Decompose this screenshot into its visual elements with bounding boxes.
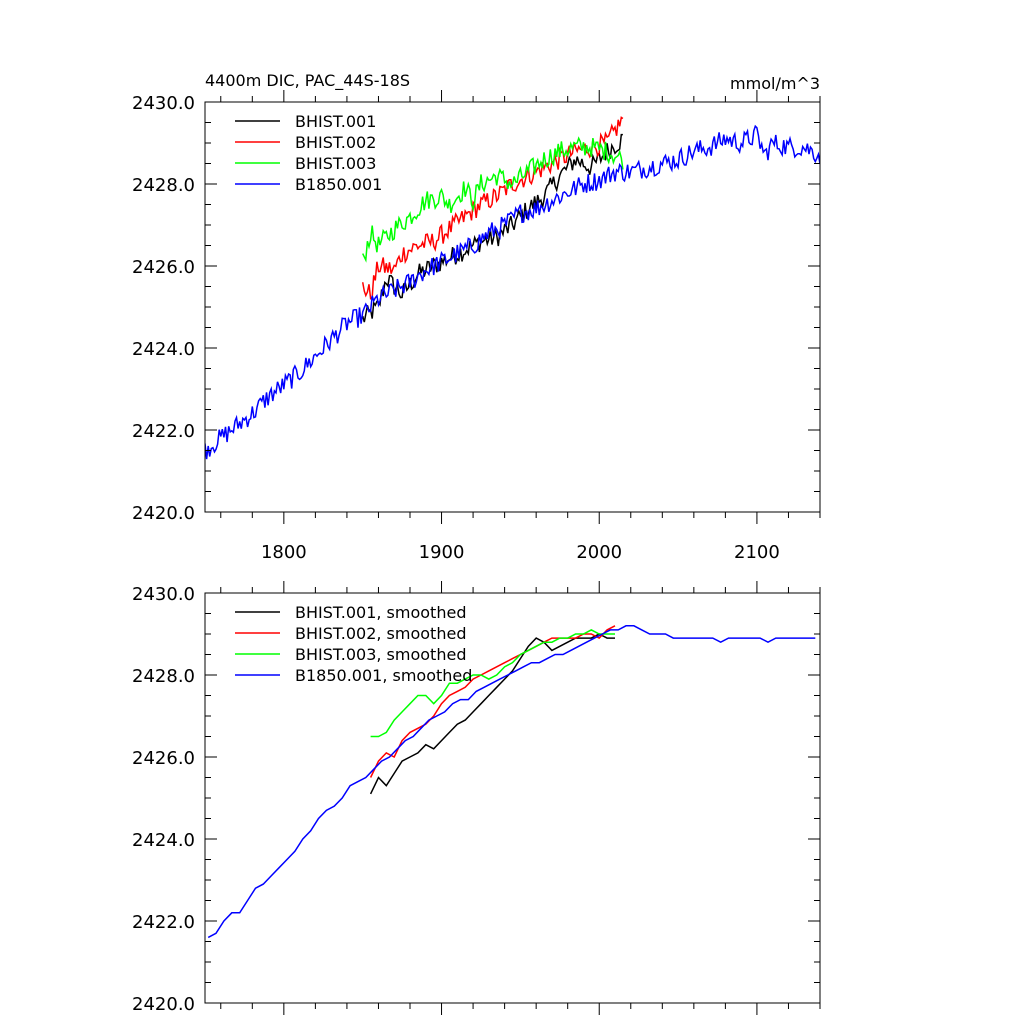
top-panel-series-line-bhist-002 [361, 116, 624, 300]
bottom-panel-ytick-label: 2428.0 [132, 666, 195, 687]
bottom-panel-ytick-label: 2424.0 [132, 830, 195, 851]
top-panel-legend-label-1: BHIST.002 [295, 133, 376, 152]
bottom-panel-series-line-b1850-001-smoothed [207, 625, 816, 939]
top-panel-xtick-label: 1900 [419, 542, 465, 563]
bottom-panel-ytick-label: 2430.0 [132, 584, 195, 605]
top-panel-series-line-b1850-001 [205, 124, 820, 460]
bottom-panel-legend-label-0: BHIST.001, smoothed [295, 603, 466, 622]
bottom-panel-legend-label-3: B1850.001, smoothed [295, 666, 472, 685]
bottom-panel-ytick-label: 2426.0 [132, 748, 195, 769]
top-panel-legend-label-3: B1850.001 [295, 175, 382, 194]
bottom-panel-series-line-bhist-002-smoothed [369, 625, 616, 778]
top-panel-ytick-label: 2428.0 [132, 175, 195, 196]
top-panel-ytick-label: 2426.0 [132, 257, 195, 278]
top-panel-legend-label-0: BHIST.001 [295, 112, 376, 131]
top-panel-ytick-label: 2430.0 [132, 93, 195, 114]
top-panel-title: 4400m DIC, PAC_44S-18S [205, 71, 410, 91]
bottom-panel-legend-label-2: BHIST.003, smoothed [295, 645, 466, 664]
top-panel-legend-label-2: BHIST.003 [295, 154, 376, 173]
top-panel-series-line-bhist-003 [362, 136, 624, 263]
bottom-panel-ytick-label: 2422.0 [132, 912, 195, 933]
bottom-panel-legend-label-1: BHIST.002, smoothed [295, 624, 466, 643]
top-panel-units: mmol/m^3 [730, 74, 820, 93]
bottom-panel-ytick-label: 2420.0 [132, 994, 195, 1015]
bottom-panel-series-line-bhist-003-smoothed [370, 629, 615, 738]
top-panel-xtick-label: 1800 [261, 542, 307, 563]
top-panel-ytick-label: 2422.0 [132, 421, 195, 442]
top-panel-series-line-bhist-001 [361, 133, 623, 323]
top-panel-ytick-label: 2420.0 [132, 503, 195, 524]
top-panel-ytick-label: 2424.0 [132, 339, 195, 360]
top-panel-xtick-label: 2000 [576, 542, 622, 563]
top-panel-xtick-label: 2100 [734, 542, 780, 563]
